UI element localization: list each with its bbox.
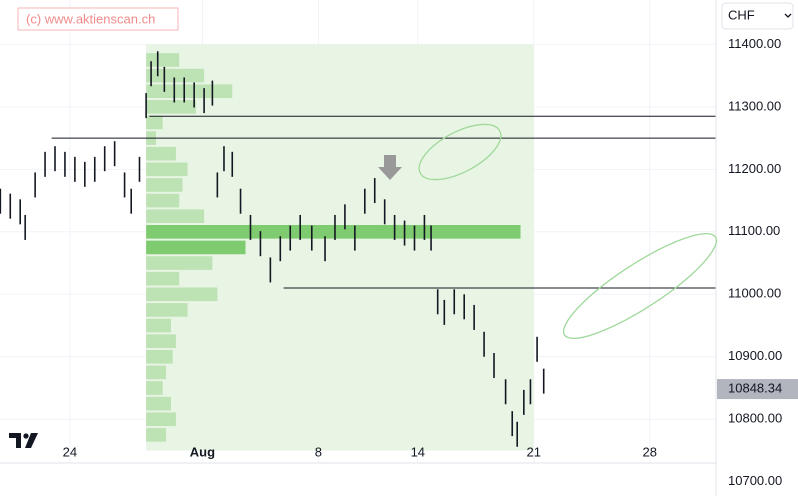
volume-profile-bar [146, 193, 180, 208]
x-tick-label: Aug [190, 444, 215, 459]
volume-profile-bar [146, 209, 205, 224]
volume-profile-bar [146, 225, 521, 239]
x-tick-label: 28 [643, 444, 657, 459]
watermark: (c) www.aktienscan.ch [26, 11, 155, 26]
ellipse-drawing [562, 232, 718, 340]
currency-label[interactable]: CHF [728, 7, 755, 22]
volume-profile-bar [146, 178, 183, 192]
volume-profile-bar [146, 381, 163, 395]
y-tick-label: 11000.00 [728, 286, 781, 301]
volume-profile-bar [146, 115, 163, 130]
y-tick-label: 11300.00 [728, 98, 781, 113]
x-tick-label: 24 [63, 444, 77, 459]
volume-profile-bar [146, 84, 233, 99]
volume-profile-bar [146, 349, 173, 364]
volume-profile-bar [146, 303, 188, 317]
volume-profile-bar [146, 146, 176, 161]
y-tick-label: 10900.00 [728, 348, 782, 363]
volume-profile-bar [146, 318, 171, 333]
y-tick-label: 11400.00 [728, 36, 781, 51]
volume-profile-bar [146, 428, 166, 442]
x-tick-label: 21 [527, 444, 541, 459]
arrow-marker [378, 155, 402, 180]
volume-profile-bar [146, 365, 166, 380]
dropdown-chevron [784, 13, 792, 18]
volume-profile-bar [146, 100, 196, 114]
volume-profile-bar [146, 240, 246, 255]
y-tick-label: 10800.00 [728, 411, 782, 426]
volume-profile-bar [146, 162, 188, 177]
x-tick-label: 8 [315, 444, 322, 459]
volume-profile-bar [146, 334, 176, 348]
watermark-box [17, 7, 179, 31]
last-price-label: 10848.34 [728, 380, 782, 395]
plot-area [0, 0, 716, 463]
volume-profile-bar [146, 256, 213, 270]
y-tick-label: 10700.00 [728, 473, 782, 488]
x-tick-label: 14 [411, 444, 425, 459]
y-tick-label: 11200.00 [728, 161, 781, 176]
y-tick-label: 11100.00 [728, 223, 780, 238]
volume-profile-bar [146, 396, 171, 411]
last-price-badge [717, 379, 798, 400]
currency-dropdown[interactable] [721, 2, 794, 30]
tv-logo [9, 433, 38, 448]
volume-profile-bar [146, 271, 180, 286]
ellipse-drawing [418, 123, 502, 181]
volume-profile-bar [146, 68, 205, 83]
volume-profile-bar [146, 53, 180, 67]
volume-profile-bar [146, 287, 218, 302]
volume-profile-bar [146, 412, 176, 427]
